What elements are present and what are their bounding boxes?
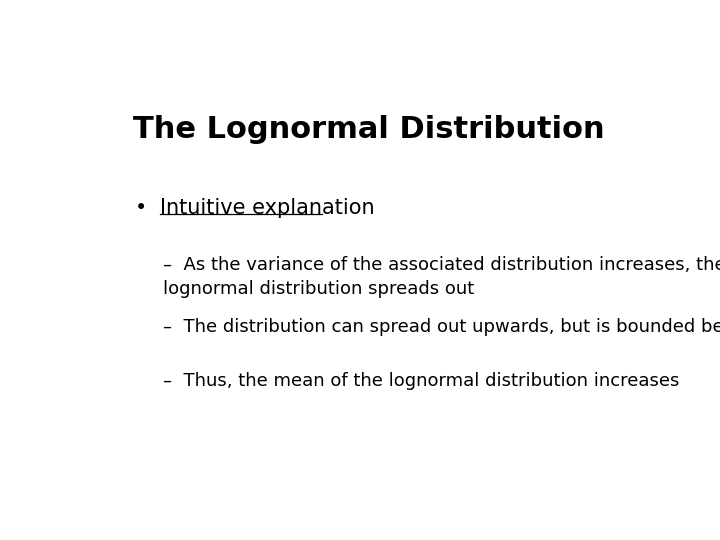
- Text: –  As the variance of the associated distribution increases, the
lognormal distr: – As the variance of the associated dist…: [163, 256, 720, 298]
- Text: –  Thus, the mean of the lognormal distribution increases: – Thus, the mean of the lognormal distri…: [163, 373, 679, 390]
- Text: Intuitive explanation: Intuitive explanation: [160, 198, 374, 218]
- Text: –  The distribution can spread out upwards, but is bounded below by 0: – The distribution can spread out upward…: [163, 319, 720, 336]
- Text: •: •: [135, 198, 147, 218]
- Text: The Lognormal Distribution: The Lognormal Distribution: [133, 114, 605, 144]
